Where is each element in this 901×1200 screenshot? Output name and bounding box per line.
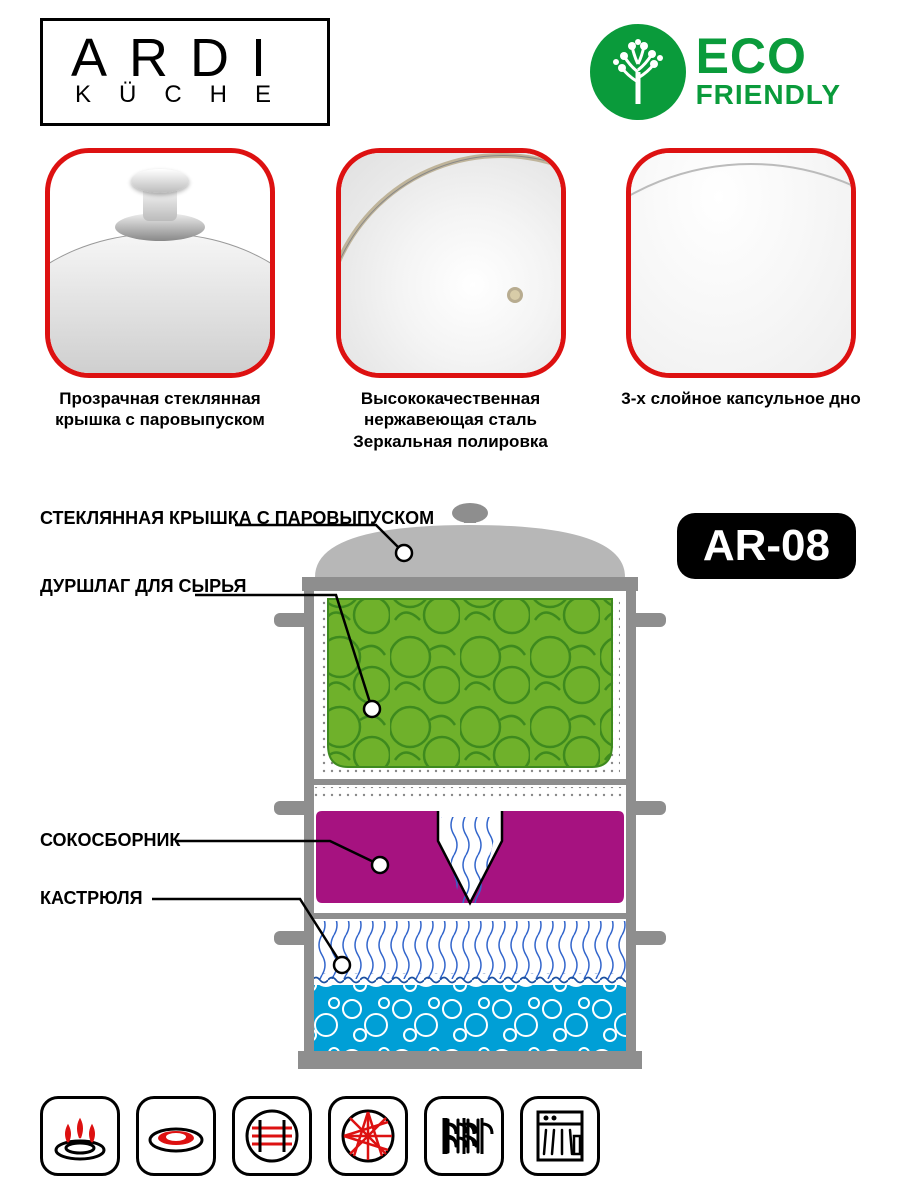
compat-row — [40, 1096, 600, 1176]
feature-row: Прозрачная стеклянная крышка с паровыпус… — [0, 126, 901, 452]
feature-2: Высококачественная нержавеющая сталь Зер… — [331, 148, 571, 452]
feature-1-caption: Прозрачная стеклянная крышка с паровыпус… — [40, 388, 280, 431]
diagram-lid — [302, 503, 638, 591]
eco-badge: ECO FRIENDLY — [590, 24, 861, 120]
feature-3-image — [626, 148, 856, 378]
eco-tree-icon — [590, 24, 686, 120]
diagram-tier2 — [274, 785, 666, 919]
steamer-diagram — [40, 495, 740, 1085]
diagram-tier1 — [274, 591, 666, 785]
brand-main: ARDI — [71, 31, 299, 85]
feature-1-image — [45, 148, 275, 378]
compat-ceramic-icon — [232, 1096, 312, 1176]
feature-3: 3-х слойное капсульное дно — [621, 148, 861, 452]
compat-halogen-icon — [328, 1096, 408, 1176]
feature-2-caption: Высококачественная нержавеющая сталь Зер… — [331, 388, 571, 452]
brand-logo: ARDI KÜCHE — [40, 18, 330, 126]
feature-3-caption: 3-х слойное капсульное дно — [621, 388, 861, 409]
compat-induction-icon — [424, 1096, 504, 1176]
eco-line2: FRIENDLY — [696, 79, 841, 111]
compat-dishwasher-icon — [520, 1096, 600, 1176]
compat-electric-icon — [136, 1096, 216, 1176]
feature-2-image — [336, 148, 566, 378]
brand-sub: KÜCHE — [71, 81, 299, 109]
compat-gas-icon — [40, 1096, 120, 1176]
diagram-tier3 — [274, 919, 666, 1069]
eco-line1: ECO — [696, 34, 841, 79]
feature-1: Прозрачная стеклянная крышка с паровыпус… — [40, 148, 280, 452]
